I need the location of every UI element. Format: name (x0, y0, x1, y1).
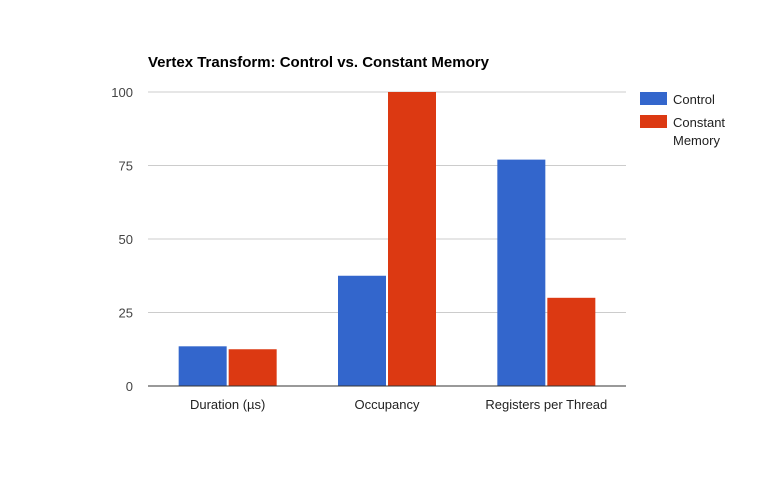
bar-control-0 (178, 346, 227, 386)
legend-swatch-constant-memory (640, 115, 667, 128)
x-category-label: Registers per Thread (485, 397, 607, 412)
legend: Control Constant Memory (640, 92, 725, 148)
y-tick-label: 50 (119, 232, 133, 247)
legend-label: Control (673, 92, 715, 107)
chart-title: Vertex Transform: Control vs. Constant M… (148, 54, 490, 71)
y-tick-label: 75 (119, 159, 133, 174)
x-category-label: Occupancy (354, 397, 420, 412)
legend-swatch-control (640, 92, 667, 105)
bar-constant-memory-0 (228, 349, 277, 386)
legend-label: Constant (673, 115, 725, 130)
x-axis-categories: Duration (µs) Occupancy Registers per Thre… (190, 397, 607, 412)
y-tick-label: 25 (119, 306, 133, 321)
gridlines (148, 91, 626, 313)
bar-control-2 (497, 159, 546, 386)
bar-control-1 (338, 275, 386, 386)
legend-label: Memory (673, 133, 720, 148)
bars (178, 92, 596, 386)
y-tick-label: 0 (126, 379, 133, 394)
y-axis-ticks: 0 25 50 75 100 (111, 85, 133, 394)
x-category-label: Duration (µs) (190, 397, 265, 412)
y-tick-label: 100 (111, 85, 133, 100)
bar-constant-memory-1 (388, 92, 436, 386)
bar-constant-memory-2 (547, 297, 596, 386)
